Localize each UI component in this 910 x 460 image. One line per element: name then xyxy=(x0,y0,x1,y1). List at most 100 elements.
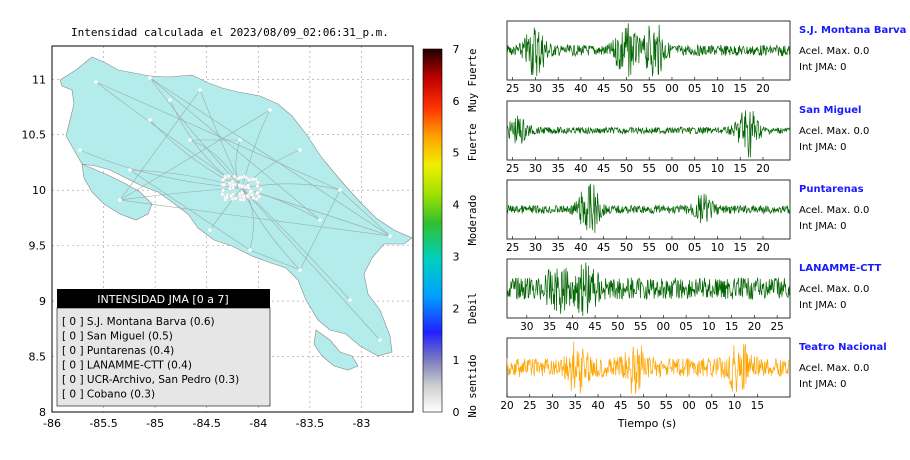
station-point xyxy=(318,218,322,222)
station-point xyxy=(247,178,252,183)
legend-item: [ 0 ] Cobano (0.3) xyxy=(62,389,155,401)
trace-tick-label: 30 xyxy=(529,242,542,254)
max-acceleration: Acel. Max. 0.0 xyxy=(799,284,869,295)
map-y-tick-label: 10 xyxy=(32,184,46,197)
road xyxy=(189,139,243,189)
station-point xyxy=(251,195,256,200)
map-y-tick-label: 9.5 xyxy=(29,240,47,253)
trace-tick-label: 15 xyxy=(751,400,764,412)
map-x-tick-label: -85 xyxy=(146,417,164,430)
road xyxy=(339,189,391,237)
station-point xyxy=(239,190,244,195)
colorbar-tick-labels: 0 1 2 3 4 5 6 7 xyxy=(453,43,460,419)
map-y-tick-label: 10.5 xyxy=(22,129,47,142)
station-name: Puntarenas xyxy=(799,184,864,195)
station-point xyxy=(223,175,228,180)
map-x-tick-label: -84 xyxy=(249,417,267,430)
seismogram-panels: 25 30 35 40 45 50 55 00 05 10 15 20 S.J. Montana Bar… xyxy=(500,20,906,412)
station-point xyxy=(128,168,132,172)
station-point xyxy=(257,194,262,199)
map-y-tick-label: 8.5 xyxy=(29,351,47,364)
trace-tick-label: 50 xyxy=(637,400,650,412)
trace-tick-label: 30 xyxy=(529,163,542,175)
trace-tick-label: 05 xyxy=(688,242,701,254)
trace-tick-label: 55 xyxy=(643,242,656,254)
road xyxy=(119,89,201,201)
trace-tick-label: 10 xyxy=(702,321,715,333)
trace-tick-label: 40 xyxy=(574,242,587,254)
trace-tick-label: 20 xyxy=(500,400,513,412)
station-point xyxy=(268,108,272,112)
road xyxy=(209,187,243,231)
trace-tick-label: 20 xyxy=(748,321,761,333)
colorbar: 0 1 2 3 4 5 6 7 No sentido Debil Moderado Fuerte Mu… xyxy=(422,43,479,419)
map-x-tick-label: -85.5 xyxy=(89,417,117,430)
station-point xyxy=(227,181,232,186)
station-point xyxy=(198,88,202,92)
trace-tick-label: 25 xyxy=(770,321,783,333)
max-acceleration: Acel. Max. 0.0 xyxy=(799,126,869,137)
station-point xyxy=(238,138,242,142)
map-y-tick-labels: 11 10.5 10 9.5 9 8.5 8 xyxy=(22,73,47,419)
station-point xyxy=(238,197,243,202)
station-point xyxy=(148,118,152,122)
station-point xyxy=(248,189,253,194)
map-frame xyxy=(51,45,414,413)
seismogram-panel: 20 25 30 35 40 45 50 55 00 05 10 15 Teatro Nacional A… xyxy=(500,337,887,412)
trace-tick-label: 40 xyxy=(574,83,587,95)
station-point xyxy=(148,76,152,80)
road xyxy=(241,109,271,189)
station-point xyxy=(240,184,245,189)
colorbar-intensity-label: Muy Fuerte xyxy=(467,49,479,112)
trace-tick-label: 40 xyxy=(566,321,579,333)
colorbar-tick-label: 0 xyxy=(453,406,460,419)
station-point xyxy=(245,193,250,198)
station-points xyxy=(78,76,392,342)
station-point xyxy=(251,177,256,182)
station-point xyxy=(220,192,225,197)
station-name: LANAMME-CTT xyxy=(799,263,881,274)
trace-tick-label: 25 xyxy=(506,83,519,95)
map-x-tick-label: -83 xyxy=(352,417,370,430)
seismogram-panel: 25 30 35 40 45 50 55 00 05 10 15 20 San Miguel Acel. … xyxy=(506,100,869,175)
map-y-tick-label: 11 xyxy=(32,73,46,86)
trace-tick-label: 25 xyxy=(506,242,519,254)
station-point xyxy=(388,234,392,238)
station-point xyxy=(221,188,226,193)
map-y-tick-label: 8 xyxy=(39,406,46,419)
trace-tick-label: 45 xyxy=(588,321,601,333)
trace-tick-label: 20 xyxy=(756,163,769,175)
trace-tick-label: 45 xyxy=(597,163,610,175)
max-acceleration: Acel. Max. 0.0 xyxy=(799,205,869,216)
trace-tick-label: 35 xyxy=(551,242,564,254)
map-title: Intensidad calculada el 2023/08/09_02:06… xyxy=(71,26,389,39)
legend-item: [ 0 ] UCR-Archivo, San Pedro (0.3) xyxy=(62,374,239,386)
trace-tick-label: 00 xyxy=(657,321,670,333)
station-point xyxy=(258,187,263,192)
seismogram-panel: 30 35 40 45 50 55 00 05 10 15 20 25 LANAMME-CTT Acel.… xyxy=(506,258,881,333)
station-point xyxy=(237,175,242,180)
colorbar-tick-label: 2 xyxy=(453,302,460,315)
intensity-legend: INTENSIDAD JMA [0 a 7] [ 0 ] S.J. Montan… xyxy=(56,289,271,407)
trace-tick-label: 55 xyxy=(643,83,656,95)
trace-tick-label: 25 xyxy=(523,400,536,412)
trace-tick-label: 15 xyxy=(734,163,747,175)
trace-tick-label: 30 xyxy=(546,400,559,412)
station-point xyxy=(168,98,172,102)
station-point xyxy=(222,182,227,187)
map-x-tick-label: -84.5 xyxy=(192,417,220,430)
station-point xyxy=(228,186,233,191)
station-point xyxy=(298,268,302,272)
trace-tick-label: 35 xyxy=(569,400,582,412)
trace-tick-label: 55 xyxy=(643,163,656,175)
station-point xyxy=(348,298,352,302)
trace-tick-label: 35 xyxy=(543,321,556,333)
map-x-tick-label: -86 xyxy=(43,417,61,430)
costa-rica-land xyxy=(59,56,413,357)
station-point xyxy=(248,248,252,252)
colorbar-intensity-labels: No sentido Debil Moderado Fuerte Muy Fuerte xyxy=(467,49,479,418)
trace-tick-label: 20 xyxy=(756,83,769,95)
max-acceleration: Acel. Max. 0.0 xyxy=(799,46,869,57)
trace-tick-label: 50 xyxy=(611,321,624,333)
station-point xyxy=(255,183,260,188)
